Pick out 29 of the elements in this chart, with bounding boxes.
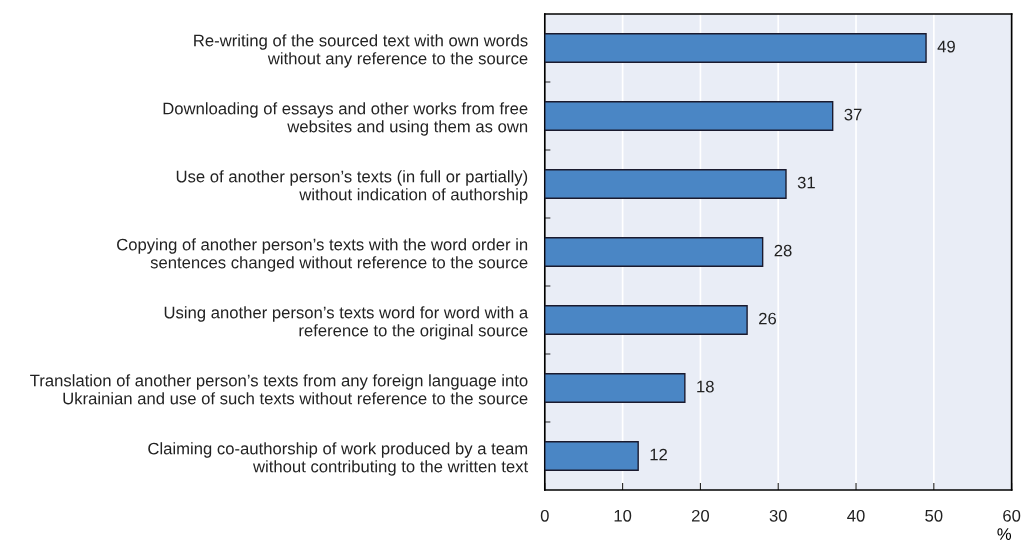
y-tick-label: Use of another person’s texts (in full or partially) without indication of authorship [176,170,528,204]
data-label: 31 [797,176,815,189]
bar [544,373,686,403]
x-tick-label: 10 [614,509,632,522]
data-label: 26 [759,312,777,325]
y-tick-label: Translation of another person’s texts from any foreign language into Ukrainian and use of such texts without reference to the source [30,374,528,405]
x-tick-label: 20 [691,509,710,522]
data-label: 28 [774,244,792,257]
data-label: 12 [650,448,667,461]
data-label: 18 [697,380,714,393]
x-tick-label: 40 [847,509,865,522]
y-tick-label: Using another person’s texts word for word with a reference to the original source [164,306,529,340]
x-tick-label: 30 [769,509,787,522]
bar [544,237,764,267]
bar [544,441,639,471]
y-tick-label: Claiming co-authorship of work produced by a team without contributing to the written text [148,442,529,476]
x-axis-title: % [997,528,1012,540]
data-label: 49 [937,40,955,53]
bar [544,33,927,63]
x-tick-label: 0 [540,509,549,522]
bar [544,305,748,335]
y-tick-label: Re-writing of the sourced text with own words without any reference to the source [194,34,528,68]
y-tick-label: Downloading of essays and other works from free websites and using them as own [163,102,528,136]
y-tick-label: Copying of another person’s texts with the word order in sentences changed without reference to the source [117,238,528,272]
x-tick-label: 60 [1003,509,1021,522]
x-tick-label: 50 [925,509,943,522]
data-label: 37 [844,108,862,121]
bar [544,101,834,131]
bar [544,169,787,199]
